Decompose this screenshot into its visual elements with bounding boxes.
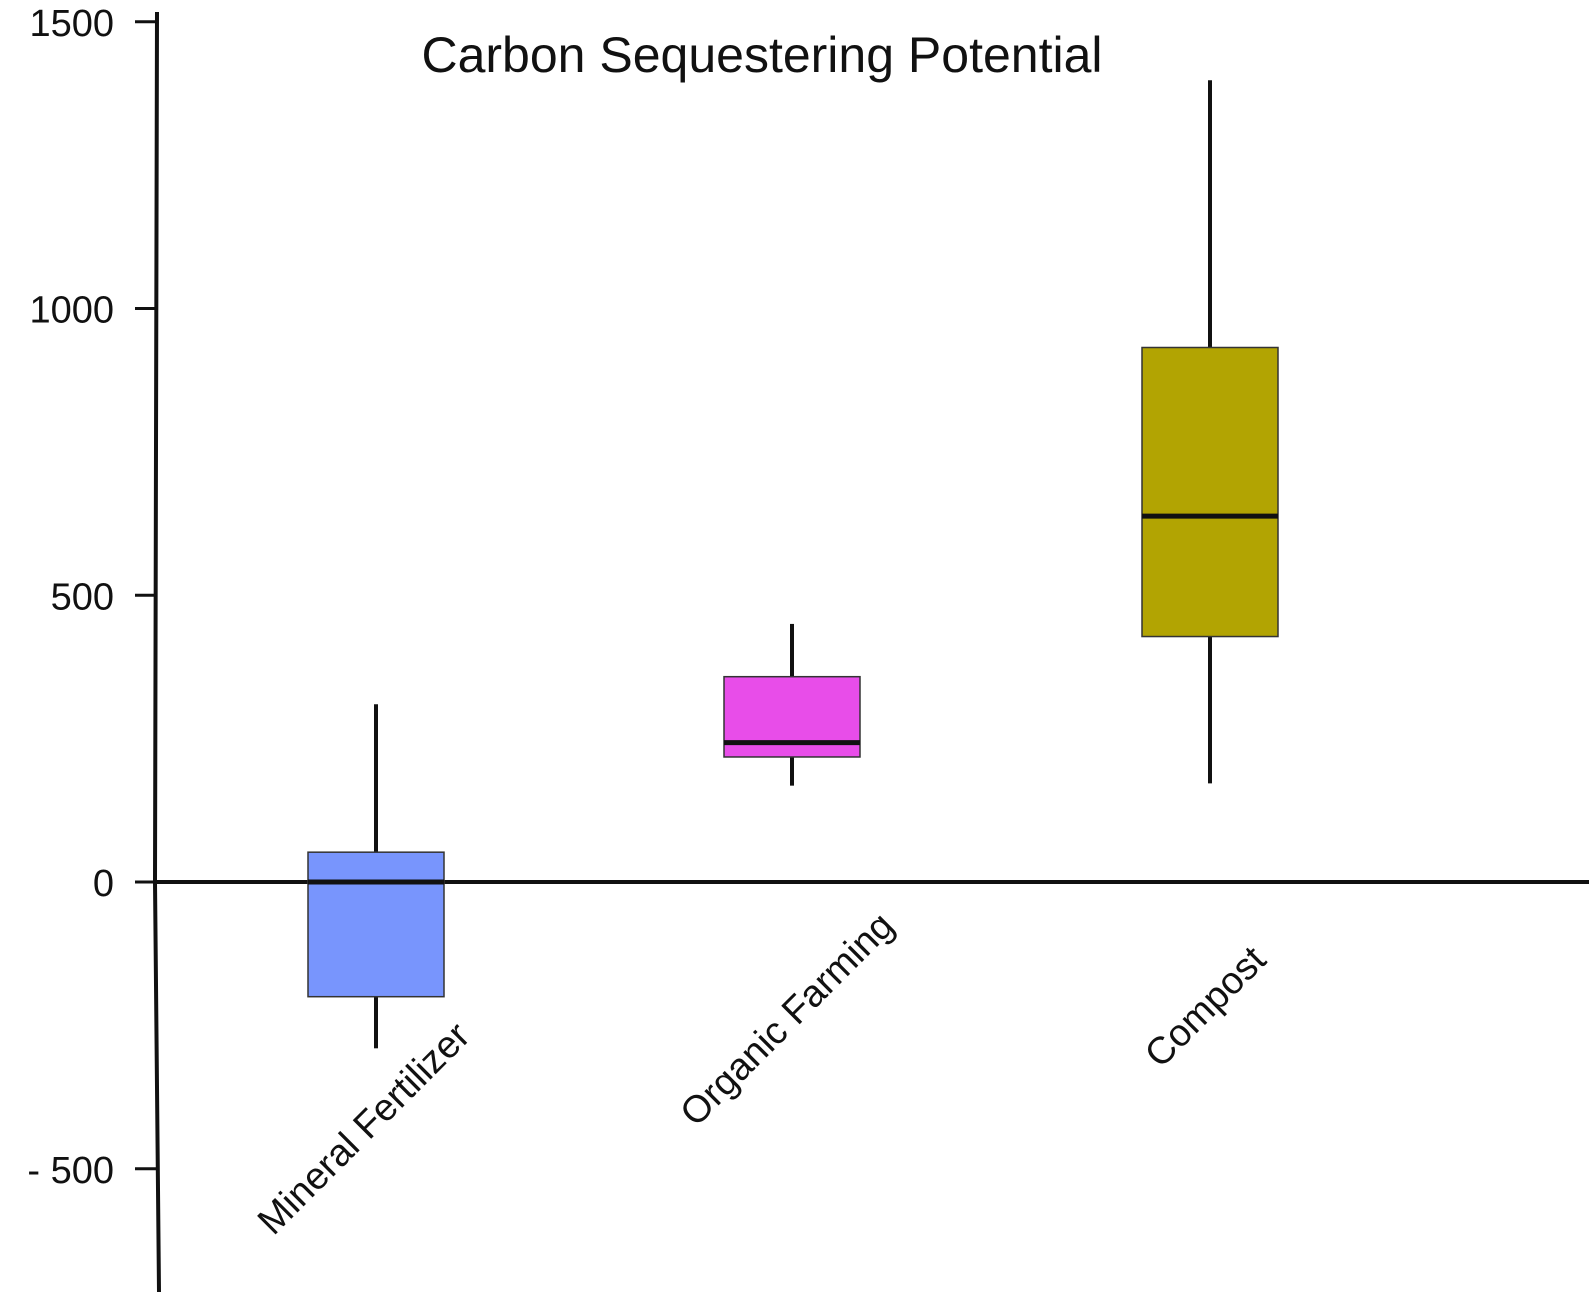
box-compost — [1141, 80, 1279, 784]
box-organic-farming — [723, 623, 861, 786]
chart-title: Carbon Sequestering Potential — [421, 27, 1102, 83]
y-tick-label: 500 — [51, 576, 114, 618]
category-label: Mineral Fertilizer — [250, 1014, 479, 1243]
y-tick-label: 1500 — [29, 3, 114, 45]
y-tick-label: 1000 — [29, 290, 114, 332]
iqr-box — [307, 851, 445, 998]
y-tick-label: 0 — [93, 863, 114, 905]
box-series — [307, 80, 1279, 1049]
y-axis-line — [152, 11, 161, 1292]
y-tick-label: - 500 — [27, 1150, 114, 1192]
iqr-box — [1141, 346, 1279, 638]
category-label: Compost — [1137, 938, 1275, 1076]
category-label: Organic Farming — [673, 905, 903, 1135]
box-mineral-fertilizer — [307, 704, 445, 1049]
y-axis: 1500 1000 500 0 - 500 — [27, 3, 161, 1292]
